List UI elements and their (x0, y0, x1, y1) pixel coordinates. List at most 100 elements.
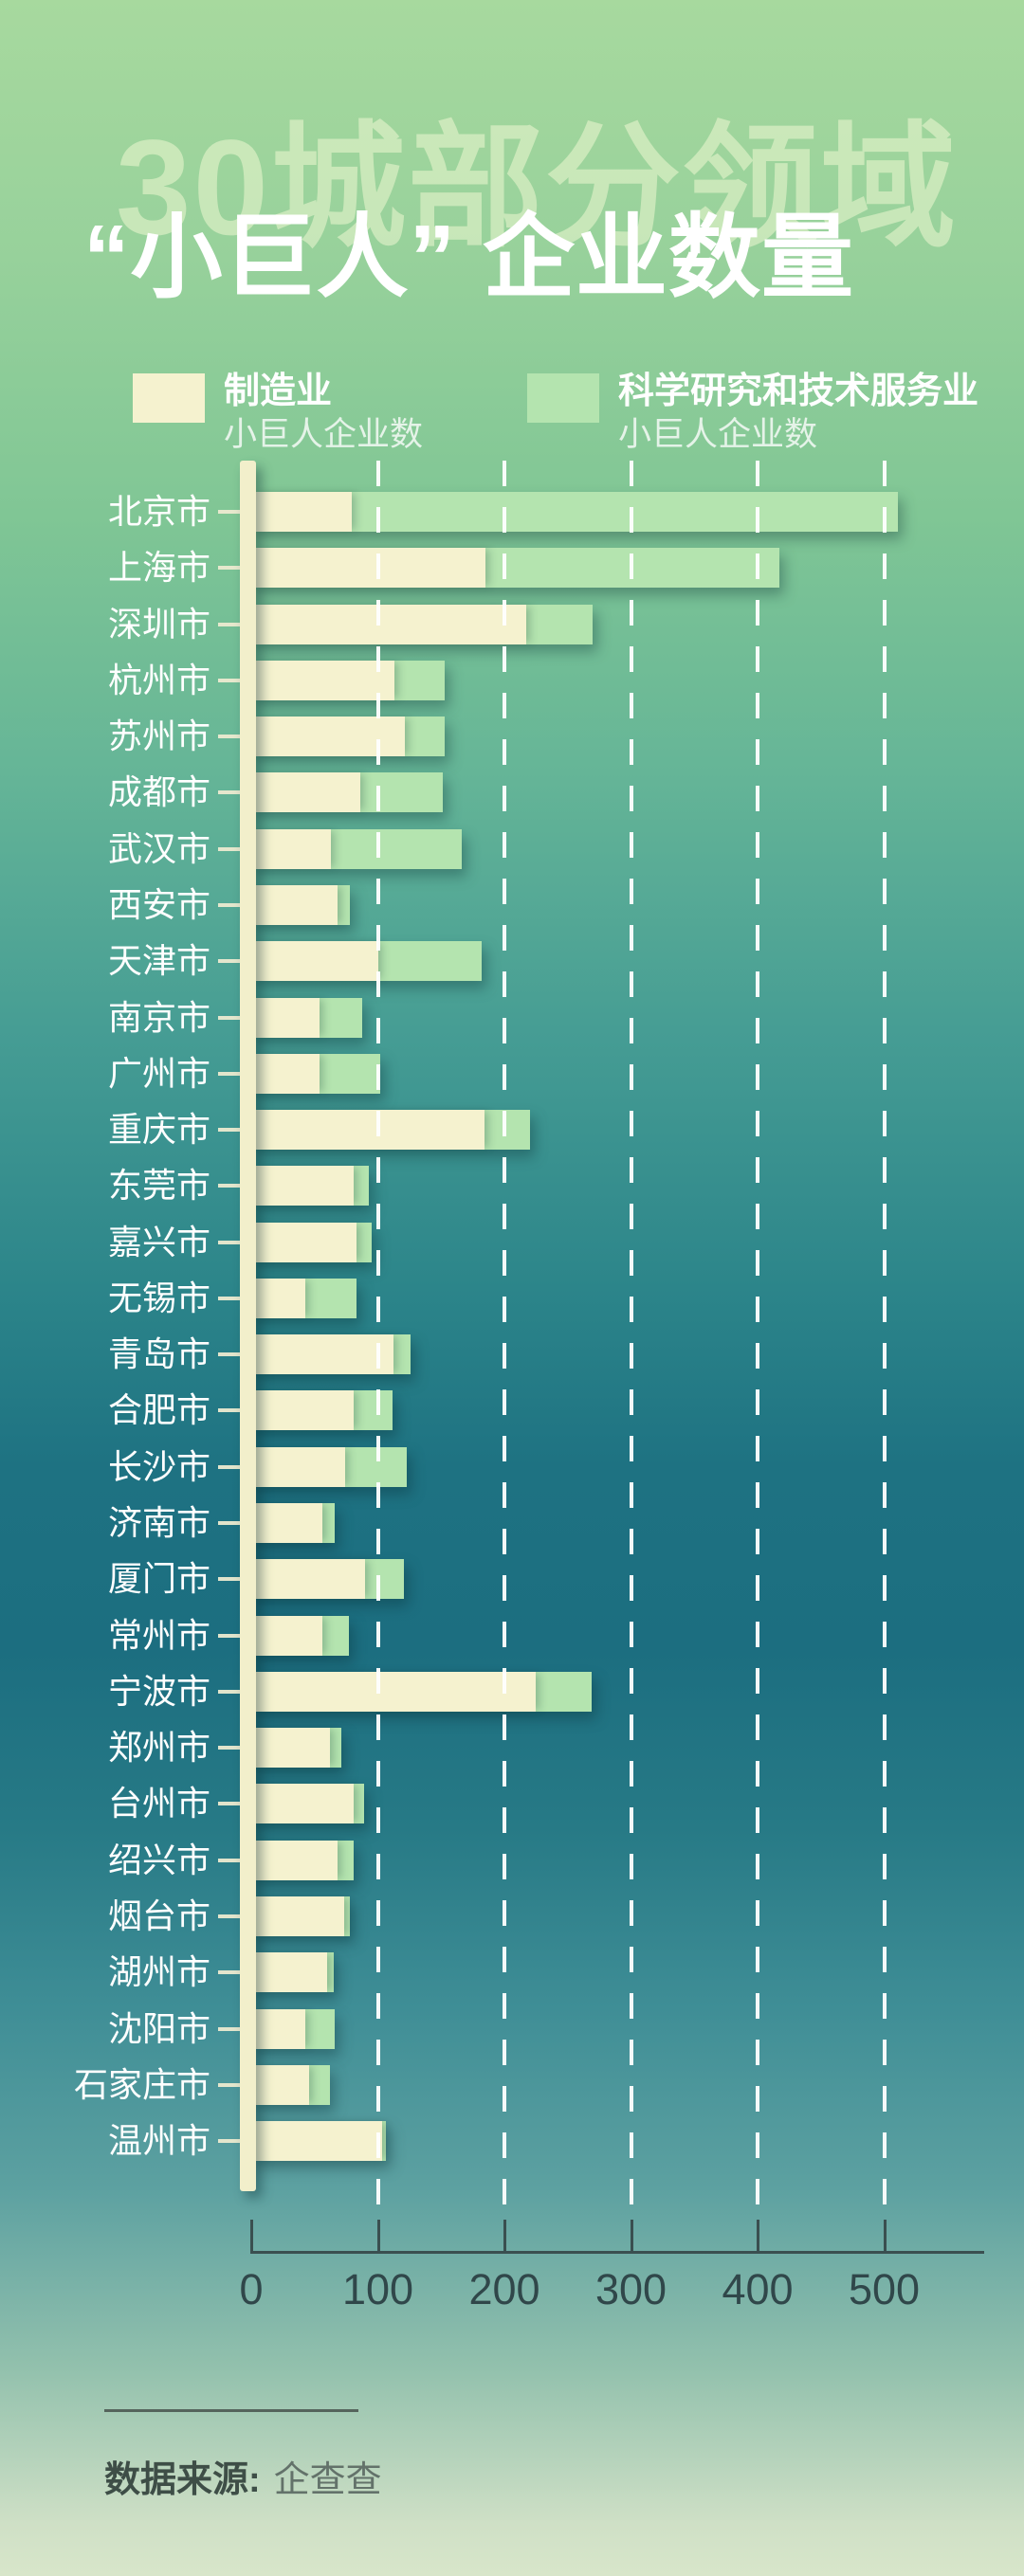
bar-row: 北京市 (0, 492, 1024, 532)
bar-row: 绍兴市 (0, 1840, 1024, 1880)
gridline (375, 461, 380, 2216)
bar-row: 烟台市 (0, 1896, 1024, 1936)
stacked-bar (251, 1615, 349, 1656)
y-axis-tick (218, 1408, 241, 1413)
bar-scitech-segment (393, 660, 446, 700)
y-axis-tick (218, 1240, 241, 1244)
y-axis-tick (218, 1858, 241, 1862)
y-axis-tick (218, 735, 241, 739)
stacked-bar (251, 1671, 593, 1712)
bar-manufacturing-segment (251, 492, 352, 532)
bar-row: 南京市 (0, 997, 1024, 1038)
bar-manufacturing-segment (251, 772, 360, 813)
bar-manufacturing-segment (251, 1503, 322, 1544)
y-axis-label: 沈阳市 (107, 2008, 210, 2048)
bar-row: 青岛市 (0, 1334, 1024, 1375)
bar-manufacturing-segment (251, 1896, 344, 1936)
legend-swatch-manufacturing (133, 373, 205, 423)
bar-row: 郑州市 (0, 1728, 1024, 1769)
stacked-bar (251, 604, 594, 644)
bar-scitech-segment (309, 2064, 330, 2105)
stacked-bar (251, 548, 779, 589)
bar-row: 台州市 (0, 1784, 1024, 1824)
legend: 制造业 小巨人企业数 科学研究和技术服务业 小巨人企业数 (0, 370, 1024, 479)
x-axis-tick (630, 2220, 633, 2252)
x-axis-tick-label: 300 (594, 2265, 667, 2313)
bar-scitech-segment (377, 941, 482, 982)
bar-manufacturing-segment (251, 1278, 306, 1318)
bar-row: 常州市 (0, 1615, 1024, 1656)
bar-manufacturing-segment (251, 997, 320, 1038)
y-axis-label: 厦门市 (107, 1559, 210, 1599)
stacked-bar (251, 941, 482, 982)
y-axis-tick (218, 622, 241, 626)
y-axis-label: 济南市 (107, 1503, 210, 1543)
gridline (629, 461, 633, 2216)
stacked-bar (251, 1222, 372, 1262)
bar-scitech-segment (337, 884, 351, 925)
legend-title: 制造业 (224, 372, 333, 411)
title-watermark: 30城部分领域 (116, 113, 959, 263)
bar-scitech-segment (343, 1896, 351, 1936)
y-axis-label: 无锡市 (107, 1278, 210, 1317)
stacked-bar (251, 1503, 336, 1544)
y-axis-tick (218, 1464, 241, 1469)
bar-manufacturing-segment (251, 660, 394, 700)
bar-row: 西安市 (0, 884, 1024, 925)
bar-scitech-segment (320, 997, 363, 1038)
stacked-bar (251, 884, 351, 925)
y-axis-label: 宁波市 (107, 1671, 210, 1711)
y-axis-label: 杭州市 (107, 660, 210, 699)
y-axis-tick (218, 1802, 241, 1806)
bar-scitech-segment (351, 492, 899, 532)
bar-row: 重庆市 (0, 1110, 1024, 1151)
bar-row: 济南市 (0, 1503, 1024, 1544)
bar-manufacturing-segment (251, 1222, 357, 1262)
legend-subtitle: 小巨人企业数 (618, 416, 818, 454)
y-axis-line (240, 461, 256, 2191)
y-axis-label: 北京市 (107, 492, 210, 531)
bar-scitech-segment (327, 1952, 334, 1993)
y-axis-label: 长沙市 (107, 1446, 210, 1486)
bar-manufacturing-segment (251, 941, 378, 982)
x-axis-tick (883, 2220, 887, 2252)
y-axis-label: 天津市 (107, 941, 210, 981)
stacked-bar (251, 1390, 393, 1431)
y-axis-tick (218, 2139, 241, 2144)
bar-scitech-segment (356, 1222, 372, 1262)
bar-scitech-segment (321, 1615, 349, 1656)
y-axis-tick (218, 2082, 241, 2087)
bar-manufacturing-segment (251, 1446, 345, 1487)
bar-scitech-segment (536, 1671, 593, 1712)
bar-manufacturing-segment (251, 1615, 322, 1656)
y-axis-label: 重庆市 (107, 1110, 210, 1150)
stacked-bar (251, 1110, 530, 1151)
y-axis-label: 东莞市 (107, 1166, 210, 1206)
bar-row: 沈阳市 (0, 2008, 1024, 2049)
x-axis-tick (503, 2220, 506, 2252)
page-title: “小巨人” 企业数量 (83, 206, 854, 309)
x-axis-tick-label: 0 (239, 2265, 264, 2313)
y-axis-label: 苏州市 (107, 717, 210, 756)
bar-manufacturing-segment (251, 2008, 306, 2049)
bar-row: 深圳市 (0, 604, 1024, 644)
stacked-bar (251, 492, 899, 532)
bar-row: 嘉兴市 (0, 1222, 1024, 1262)
legend-subtitle: 小巨人企业数 (224, 416, 424, 454)
bar-row: 上海市 (0, 548, 1024, 589)
stacked-bar (251, 1166, 370, 1206)
bar-scitech-segment (321, 1503, 336, 1544)
bar-scitech-segment (354, 1390, 393, 1431)
y-axis-label: 绍兴市 (107, 1840, 210, 1879)
bar-scitech-segment (404, 717, 446, 757)
y-axis-tick (218, 846, 241, 851)
y-axis-tick (218, 790, 241, 795)
bar-manufacturing-segment (251, 717, 405, 757)
y-axis-tick (218, 1128, 241, 1133)
bar-manufacturing-segment (251, 1110, 485, 1151)
bar-manufacturing-segment (251, 1559, 366, 1600)
stacked-bar (251, 997, 363, 1038)
y-axis-tick (218, 2026, 241, 2031)
y-axis-tick (218, 959, 241, 964)
